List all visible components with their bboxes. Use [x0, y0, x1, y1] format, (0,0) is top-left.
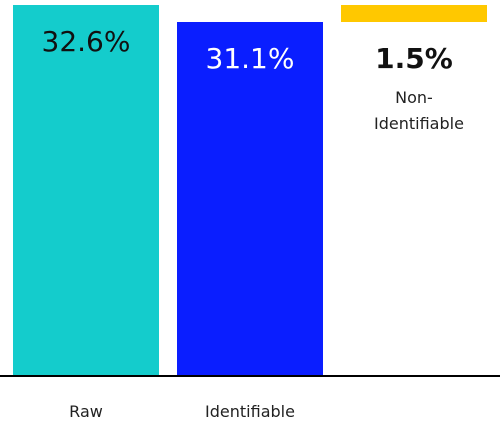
bar	[177, 22, 323, 375]
value-label: 1.5%	[375, 42, 453, 76]
category-label: Raw	[69, 402, 103, 421]
bar	[13, 5, 159, 375]
category-label: Non-Identifiable	[374, 88, 464, 134]
value-label: 31.1%	[205, 42, 295, 76]
baseline	[0, 375, 500, 377]
bar	[341, 5, 487, 23]
value-label: 32.6%	[41, 25, 131, 58]
category-label: Identifiable	[205, 402, 295, 421]
